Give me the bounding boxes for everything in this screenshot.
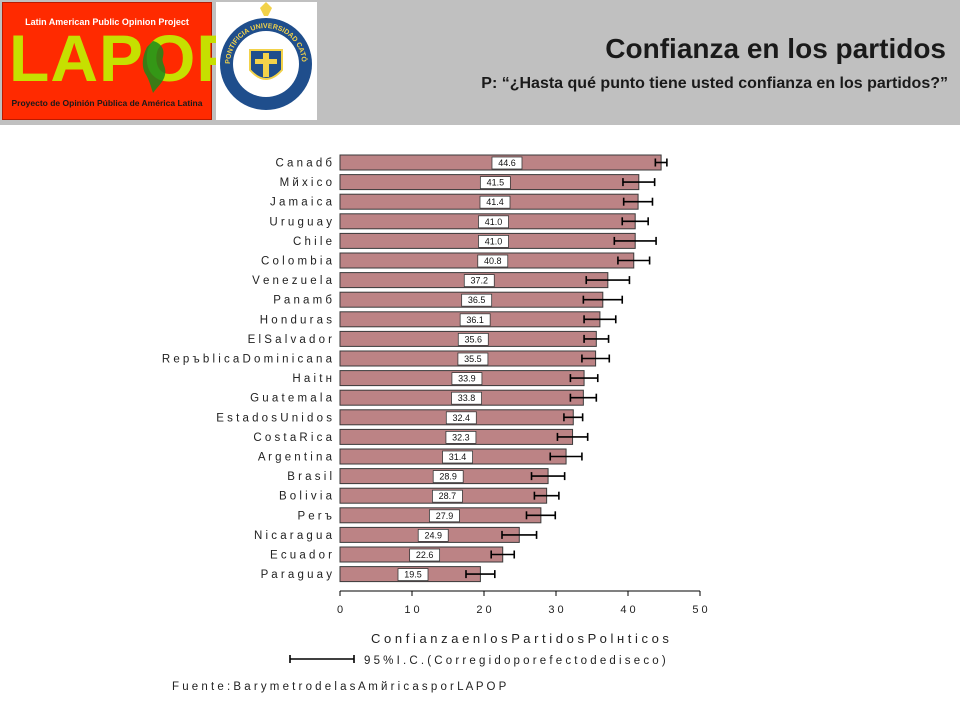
category-label: E l S a l v a d o r bbox=[248, 334, 333, 346]
x-tick-label: 5 0 bbox=[692, 604, 707, 616]
data-label: 44.6 bbox=[498, 158, 516, 168]
category-label: C h i l e bbox=[293, 236, 332, 248]
page-title: Confianza en los partidos bbox=[605, 33, 946, 64]
lapop-logo-wordmark: LAPOP bbox=[9, 21, 242, 95]
data-label: 36.1 bbox=[466, 315, 484, 325]
data-label-box bbox=[432, 489, 463, 503]
data-label: 32.4 bbox=[453, 413, 471, 423]
data-label-box bbox=[429, 509, 460, 523]
category-label: H o n d u r a s bbox=[260, 314, 332, 326]
data-label-box bbox=[397, 568, 429, 582]
data-label: 40.8 bbox=[484, 256, 502, 266]
data-label: 33.8 bbox=[458, 393, 476, 403]
data-label-box bbox=[442, 450, 473, 464]
x-tick-label: 1 0 bbox=[404, 604, 419, 616]
data-label-box bbox=[409, 548, 441, 562]
data-label: 28.9 bbox=[439, 472, 457, 482]
data-label-box bbox=[445, 430, 477, 444]
x-tick-label: 0 bbox=[337, 604, 343, 616]
category-label: P a r a g u a y bbox=[261, 569, 333, 581]
category-label: R e p ъ b l i c a D o m i n i c a n a bbox=[162, 354, 333, 366]
lapop-logo-tagline: Latin American Public Opinion Project bbox=[25, 17, 189, 27]
data-label: 19.5 bbox=[404, 570, 422, 580]
category-label: M й x i c o bbox=[280, 177, 332, 189]
category-label: N i c a r a g u a bbox=[254, 530, 333, 542]
data-label-box bbox=[459, 313, 491, 327]
data-label: 37.2 bbox=[471, 276, 489, 286]
university-seal: PONTIFICIA UNIVERSIDAD CATÓLICA DE CHILE bbox=[213, 0, 317, 120]
data-label-box bbox=[461, 293, 493, 307]
data-label-box bbox=[477, 254, 509, 268]
data-label-box bbox=[417, 528, 449, 542]
category-label: E s t a d o s U n i d o s bbox=[216, 412, 332, 424]
data-label-box bbox=[478, 215, 509, 229]
data-label: 35.6 bbox=[465, 334, 483, 344]
category-label: P a n a m б bbox=[273, 295, 332, 307]
confidence-bar-chart: C a n a d б 44.6 M й x i c o 41.5 J a m a i … bbox=[162, 154, 708, 693]
data-label-box bbox=[451, 372, 483, 386]
x-tick-label: 2 0 bbox=[476, 604, 491, 616]
data-label-box bbox=[445, 411, 477, 425]
category-label: P e r ъ bbox=[298, 510, 332, 522]
source-note: F u e n t e : B a r y m e t r o d e l a … bbox=[172, 681, 507, 693]
category-label: B r a s i l bbox=[287, 471, 332, 483]
americas-map-icon bbox=[142, 41, 166, 93]
header-banner: Latin American Public Opinion Project LA… bbox=[0, 0, 960, 125]
category-label: B o l i v i a bbox=[279, 491, 333, 503]
category-label: U r u g u a y bbox=[269, 216, 332, 228]
x-tick-label: 4 0 bbox=[620, 604, 635, 616]
category-label: J a m a i c a bbox=[270, 197, 333, 209]
data-label-box bbox=[463, 274, 495, 288]
data-label-box bbox=[478, 235, 509, 248]
data-label: 27.9 bbox=[436, 511, 454, 521]
category-label: G u a t e m a l a bbox=[250, 393, 332, 405]
data-label-box bbox=[451, 391, 482, 405]
data-label: 33.9 bbox=[458, 374, 476, 384]
data-label-box bbox=[491, 156, 523, 170]
data-label: 35.5 bbox=[464, 354, 482, 364]
data-label: 36.5 bbox=[468, 295, 486, 305]
x-axis-label: C o n f i a n z a e n l o s P a r t i d … bbox=[371, 631, 669, 646]
legend-label: 9 5 % I . C . ( C o r r e g i d o p o r … bbox=[364, 655, 666, 667]
data-label-box bbox=[457, 352, 489, 366]
data-label: 41.0 bbox=[485, 217, 503, 227]
category-label: V e n e z u e l a bbox=[252, 275, 333, 287]
category-label: H a i t н bbox=[292, 373, 332, 385]
page-subtitle: P: “¿Hasta qué punto tiene usted confian… bbox=[481, 75, 948, 92]
data-label: 41.0 bbox=[485, 236, 503, 246]
data-label-box bbox=[479, 195, 511, 209]
data-label: 28.7 bbox=[439, 491, 457, 501]
lapop-logo-subtitle: Proyecto de Opinión Pública de América L… bbox=[11, 98, 203, 108]
data-label: 31.4 bbox=[449, 452, 467, 462]
category-label: E c u a d o r bbox=[270, 550, 332, 562]
data-label: 24.9 bbox=[424, 530, 442, 540]
data-label-box bbox=[479, 176, 511, 189]
data-label: 41.5 bbox=[487, 178, 505, 188]
category-label: C o s t a R i c a bbox=[253, 432, 332, 444]
lapop-logo: Latin American Public Opinion Project LA… bbox=[2, 2, 240, 120]
data-label-box bbox=[457, 332, 489, 346]
data-label: 22.6 bbox=[416, 550, 434, 560]
data-label: 32.3 bbox=[452, 432, 470, 442]
category-label: C o l o m b i a bbox=[261, 256, 333, 268]
category-label: C a n a d б bbox=[276, 158, 333, 170]
data-label: 41.4 bbox=[486, 197, 504, 207]
data-label-box bbox=[432, 470, 464, 484]
category-label: A r g e n t i n a bbox=[258, 452, 333, 464]
x-tick-label: 3 0 bbox=[548, 604, 563, 616]
